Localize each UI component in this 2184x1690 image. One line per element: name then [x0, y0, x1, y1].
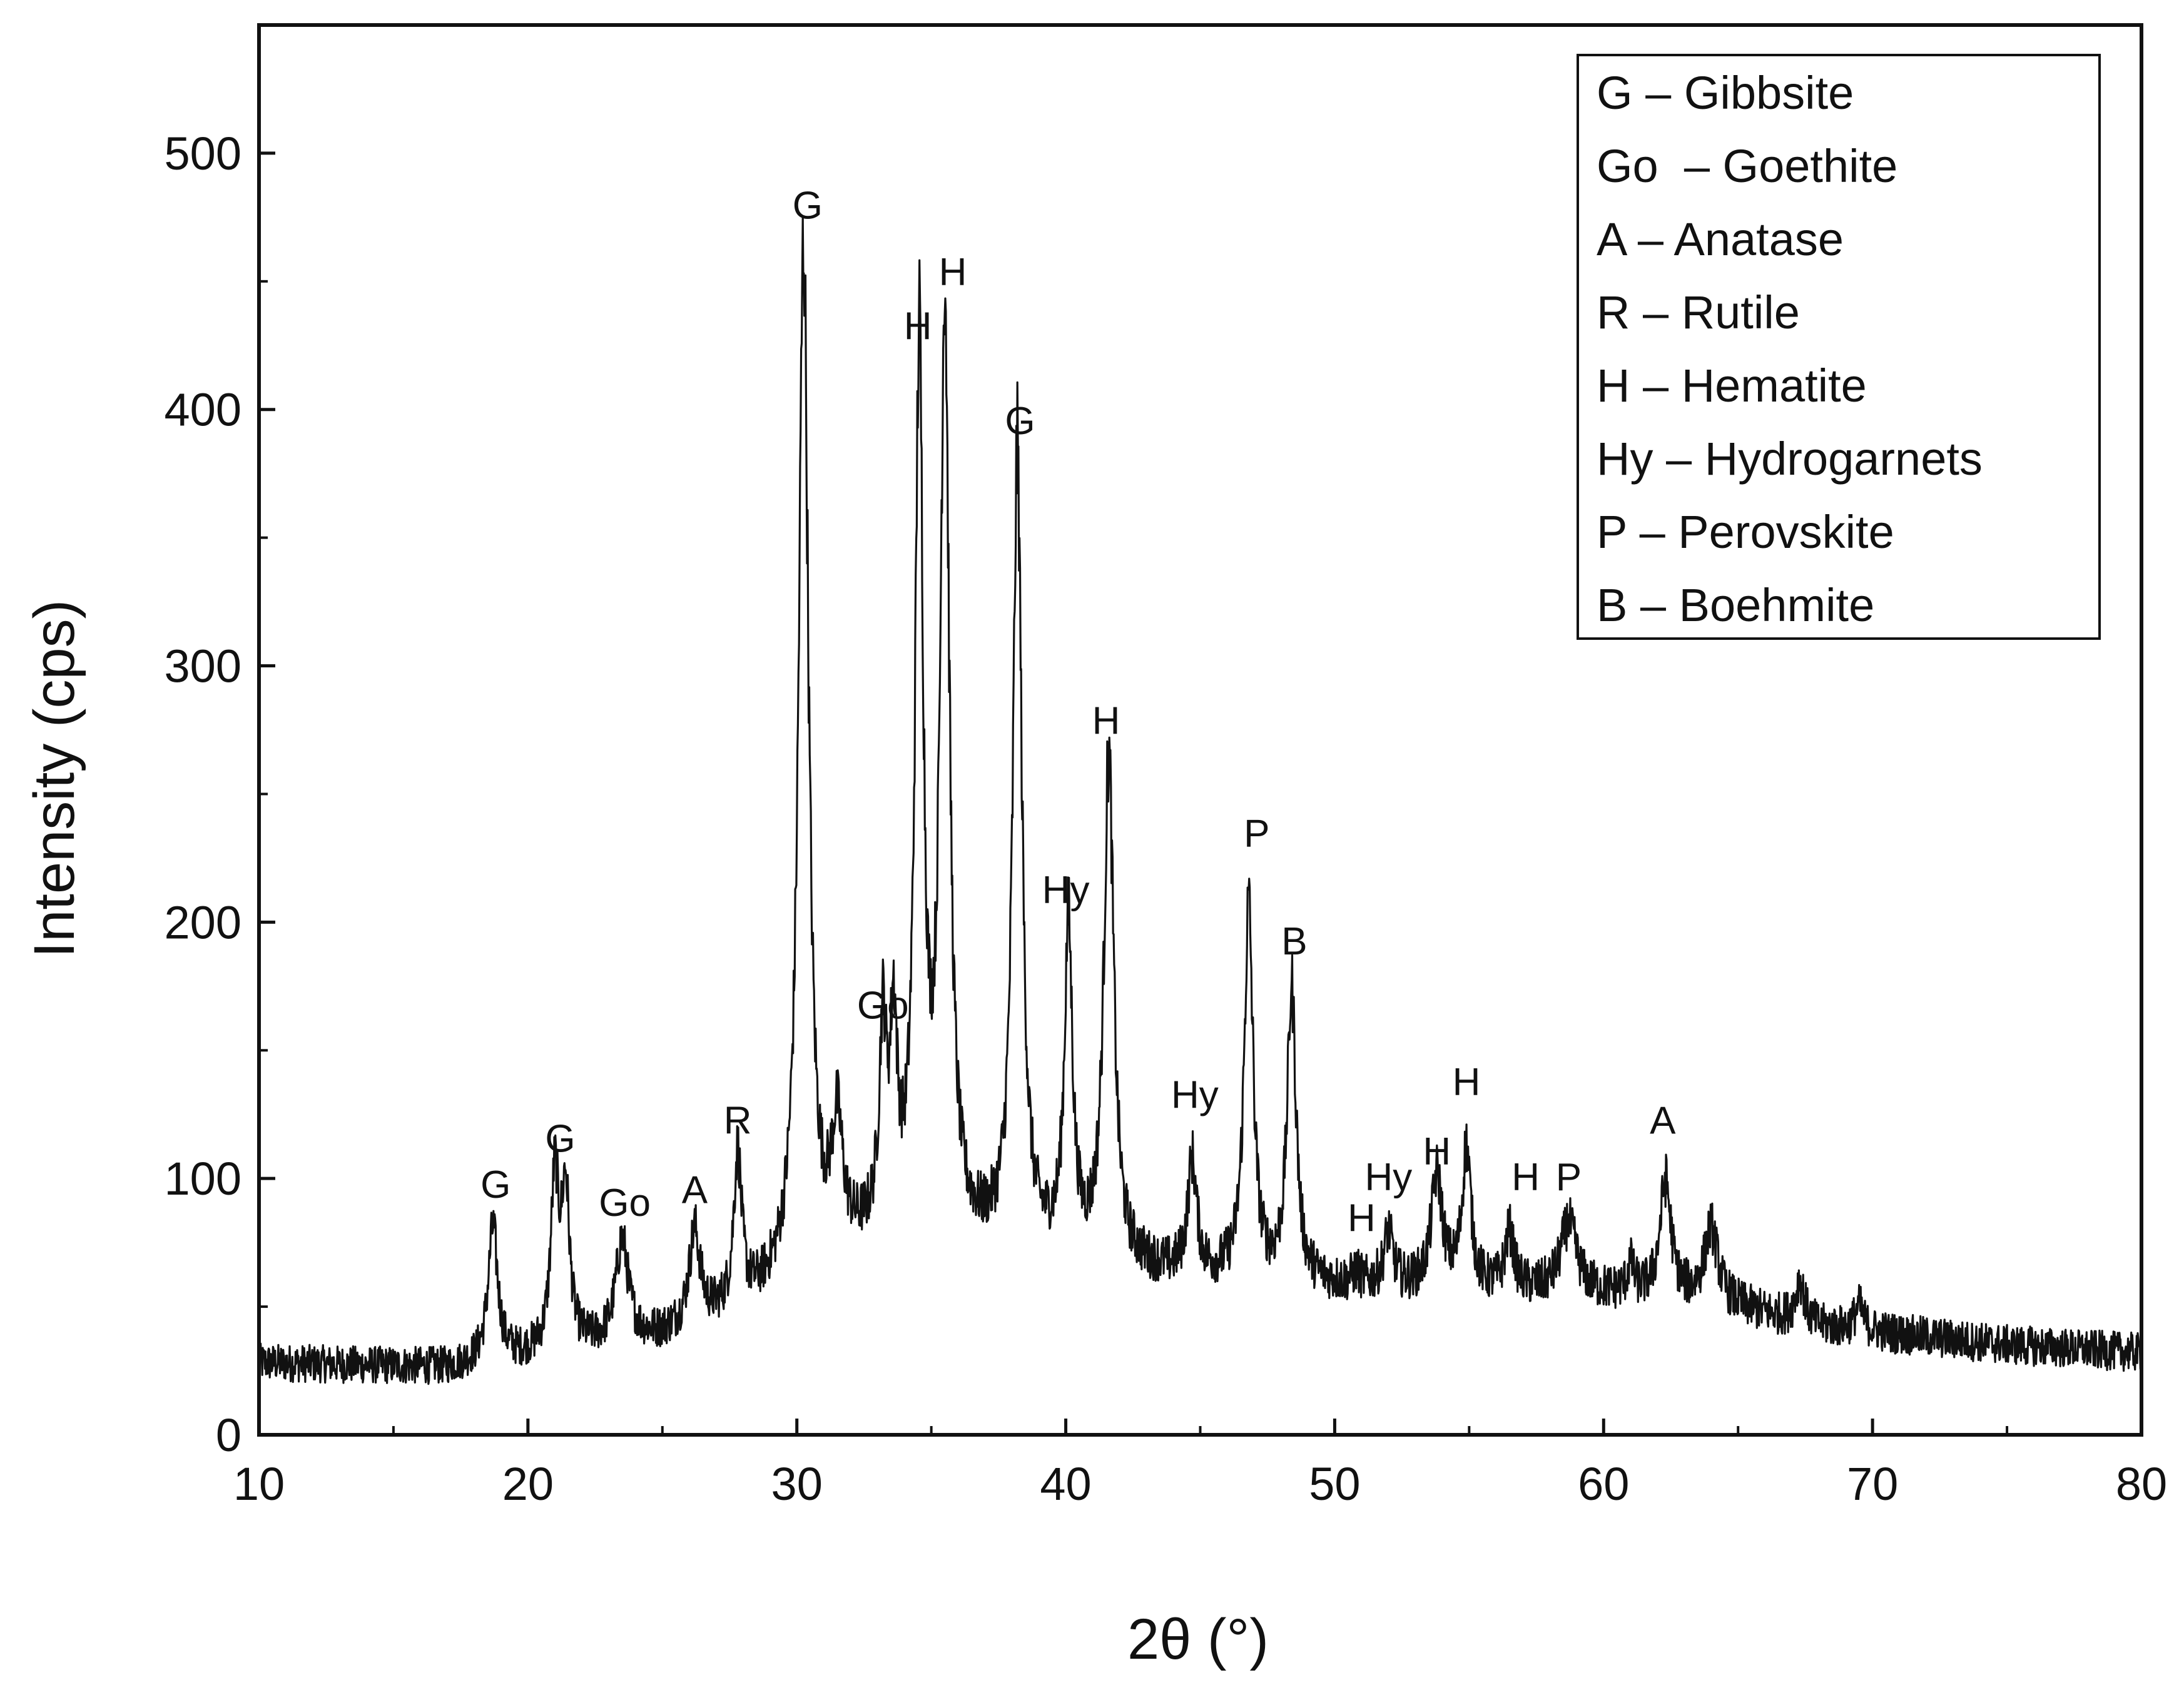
x-tick-label: 40	[1040, 1458, 1091, 1510]
peak-label: P	[1244, 812, 1269, 856]
x-tick-label: 80	[2116, 1458, 2167, 1510]
x-tick-label: 30	[771, 1458, 823, 1510]
legend-entry: Hy – Hydrogarnets	[1597, 433, 1983, 485]
peak-label: G	[1005, 400, 1035, 443]
x-tick-label: 60	[1578, 1458, 1629, 1510]
peak-label: Hy	[1365, 1156, 1413, 1199]
y-tick-label: 400	[165, 384, 241, 436]
y-axis-ticks: 0 100 200 300 400 500	[165, 128, 275, 1461]
legend-entry: G – Gibbsite	[1597, 67, 1854, 119]
peak-label: P	[1556, 1156, 1582, 1199]
plot-frame	[257, 23, 2143, 1437]
peak-label: H	[939, 251, 967, 294]
peak-label: H	[1511, 1156, 1540, 1199]
peak-label: A	[682, 1168, 708, 1212]
legend-entry: R – Rutile	[1597, 286, 1800, 338]
x-tick-label: 10	[233, 1458, 285, 1510]
y-tick-label: 300	[165, 640, 241, 692]
peak-label: R	[724, 1100, 752, 1143]
intensity-series-line	[258, 216, 2143, 1385]
y-axis-title: Intensity (cps)	[23, 600, 86, 958]
peak-label: G	[480, 1163, 510, 1207]
legend: G – Gibbsite Go – Goethite A – Anatase R…	[1577, 54, 2101, 640]
peak-label: A	[1650, 1100, 1676, 1143]
peak-label: H	[1348, 1197, 1376, 1240]
peak-label: H	[1092, 699, 1120, 742]
y-tick-label: 500	[165, 128, 241, 180]
peak-label: G	[793, 185, 823, 228]
peak-label: H	[1453, 1061, 1481, 1104]
legend-entry: B – Boehmite	[1597, 579, 1874, 631]
x-axis-ticks: 10 20 30 40 50 60 70 80	[233, 1419, 2167, 1510]
x-tick-label: 50	[1309, 1458, 1360, 1510]
legend-entry: P – Perovskite	[1597, 506, 1894, 558]
legend-entry: H – Hematite	[1597, 360, 1867, 412]
legend-entry: Go – Goethite	[1597, 140, 1897, 192]
legend-entry: A – Anatase	[1597, 213, 1844, 265]
peak-label: Go	[599, 1181, 651, 1225]
legend-box	[1577, 54, 2101, 640]
y-tick-label: 200	[165, 896, 241, 948]
x-tick-label: 70	[1847, 1458, 1898, 1510]
peak-label: G	[545, 1117, 575, 1160]
x-tick-label: 20	[502, 1458, 554, 1510]
peak-label: Hy	[1042, 869, 1090, 912]
peak-label: Go	[857, 984, 909, 1027]
y-tick-label: 0	[216, 1409, 241, 1461]
peak-label: B	[1281, 920, 1307, 963]
peak-label: H	[904, 305, 932, 348]
peak-label: Hy	[1171, 1074, 1219, 1117]
y-tick-label: 100	[165, 1153, 241, 1205]
peak-label: H	[1423, 1130, 1451, 1173]
x-axis-title: 2θ (°)	[1127, 1607, 1269, 1671]
